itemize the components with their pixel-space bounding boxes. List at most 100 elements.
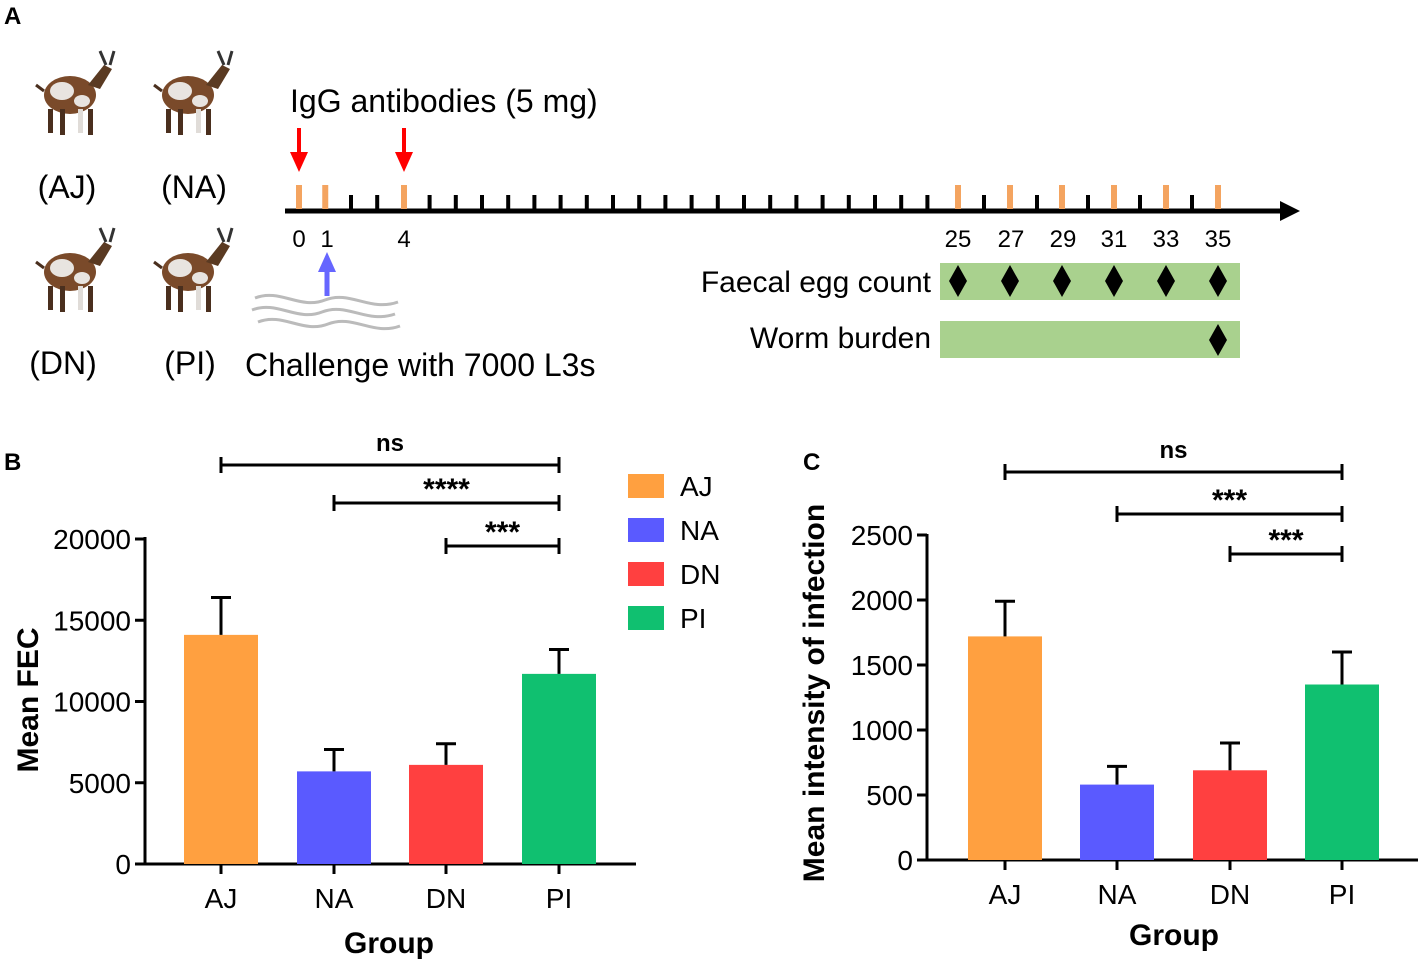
panel-c: C 0 500 1000 1500 2000 2500 AJ NA DN PI ns *** ***…	[798, 437, 1418, 952]
group-label-pi: (PI)	[164, 345, 216, 381]
panel-a: A (AJ) (NA) (DN) (PI) IgG antibodies (5 …	[4, 3, 1300, 383]
y-tick-label: 1500	[851, 650, 913, 681]
timeline-minor-tick	[1086, 195, 1090, 211]
fec-diamond-day-33	[1157, 265, 1175, 297]
timeline-tick-day-0	[296, 185, 302, 209]
challenge-arrow	[318, 252, 336, 296]
x-tick-label-pi: PI	[1329, 879, 1355, 910]
timeline-minor-tick	[584, 195, 589, 211]
timeline-minor-tick	[982, 195, 986, 211]
y-tick-label: 10000	[53, 687, 131, 718]
legend-swatch-aj	[628, 474, 664, 498]
timeline-minor-tick	[611, 195, 615, 211]
day-label-31: 31	[1101, 226, 1128, 253]
timeline-minor-tick	[663, 195, 668, 211]
bar-na	[1080, 784, 1154, 860]
chart-b-y-label: Mean FEC	[12, 627, 45, 772]
timeline-minor-tick	[637, 195, 642, 211]
legend-swatch-na	[628, 518, 664, 542]
panel-a-label: A	[4, 3, 21, 30]
timeline-minor-tick	[558, 195, 563, 211]
day-label-1: 1	[320, 226, 333, 253]
day-label-0: 0	[292, 226, 305, 253]
worm-diamond-day-35	[1209, 324, 1227, 356]
legend-label-aj: AJ	[680, 471, 713, 502]
faecal-egg-count-bar	[940, 263, 1240, 300]
igg-antibodies-label: IgG antibodies (5 mg)	[290, 83, 598, 119]
bar-aj	[968, 636, 1042, 860]
chart-b-x-ticks: AJ NA DN PI	[205, 864, 572, 914]
timeline-minor-tick	[689, 195, 694, 211]
group-label-dn: (DN)	[29, 345, 97, 381]
x-tick-label-pi: PI	[546, 883, 572, 914]
y-tick-label: 20000	[53, 524, 131, 555]
bar-pi	[1305, 684, 1379, 860]
timeline-minor-tick	[820, 195, 825, 211]
day-label-33: 33	[1153, 226, 1180, 253]
group-label-aj: (AJ)	[38, 169, 97, 205]
legend: AJ NA DN PI	[628, 471, 720, 634]
timeline-minor-tick	[375, 195, 380, 211]
timeline-axis	[285, 201, 1300, 221]
significance-label: ****	[423, 473, 470, 506]
goat-aj-image	[34, 49, 116, 137]
significance-label: ***	[1268, 524, 1303, 557]
timeline-tick-day-29	[1059, 185, 1065, 209]
timeline-tick-day-4	[401, 185, 407, 209]
y-tick-label: 0	[897, 845, 913, 876]
goat-dn-image	[34, 226, 116, 314]
y-tick-label: 2500	[851, 520, 913, 551]
timeline-minor-tick	[427, 195, 432, 211]
legend-swatch-pi	[628, 606, 664, 630]
panel-c-label: C	[803, 449, 820, 476]
x-tick-label-aj: AJ	[989, 879, 1022, 910]
timeline-tick-day-35	[1215, 185, 1221, 209]
timeline-tick-day-1	[322, 185, 329, 209]
y-tick-label: 15000	[53, 605, 131, 636]
significance-label: ns	[1159, 437, 1187, 464]
day-label-35: 35	[1205, 226, 1232, 253]
timeline-minor-tick	[480, 195, 484, 211]
chart-c-bars	[968, 599, 1379, 860]
worm-burden-diamonds	[1209, 324, 1227, 356]
y-tick-label: 5000	[69, 768, 131, 799]
timeline-tick-day-27	[1007, 185, 1013, 209]
chart-b-y-ticks: 0 5000 10000 15000 20000	[53, 524, 145, 880]
significance-label: ns	[376, 430, 404, 457]
timeline-minor-tick	[925, 195, 930, 211]
legend-label-na: NA	[680, 515, 719, 546]
timeline-minor-tick	[794, 195, 799, 211]
timeline-minor-tick	[1035, 195, 1039, 211]
timeline-minor-tick	[846, 195, 851, 211]
legend-label-dn: DN	[680, 559, 720, 590]
y-tick-label: 2000	[851, 585, 913, 616]
worm-burden-bar	[940, 321, 1240, 358]
faecal-egg-count-diamonds	[949, 265, 1227, 297]
goat-pi-image	[152, 226, 234, 314]
timeline-minor-tick	[349, 195, 353, 211]
legend-label-pi: PI	[680, 603, 706, 634]
chart-c-y-ticks: 0 500 1000 1500 2000 2500	[851, 520, 927, 876]
timeline-tick-day-33	[1163, 185, 1169, 209]
y-tick-label: 1000	[851, 715, 913, 746]
timeline-minor-tick	[532, 195, 537, 211]
larvae-icon	[251, 293, 401, 331]
x-tick-label-aj: AJ	[205, 883, 238, 914]
x-tick-label-na: NA	[315, 883, 354, 914]
bar-dn	[409, 764, 483, 864]
worm-burden-label: Worm burden	[750, 322, 931, 355]
legend-swatch-dn	[628, 562, 664, 586]
significance-label: ***	[1212, 484, 1247, 517]
chart-b-significance: ns*******	[219, 430, 561, 554]
chart-b-bars	[184, 596, 596, 864]
timeline-minor-tick	[453, 195, 458, 211]
day-label-4: 4	[397, 226, 410, 253]
timeline-tick-day-25	[955, 185, 961, 209]
chart-b-x-label: Group	[344, 927, 434, 960]
timeline-minor-tick	[742, 195, 746, 211]
x-tick-label-dn: DN	[426, 883, 466, 914]
fec-diamond-day-29	[1053, 265, 1071, 297]
bar-pi	[522, 673, 596, 864]
group-label-na: (NA)	[161, 169, 227, 205]
